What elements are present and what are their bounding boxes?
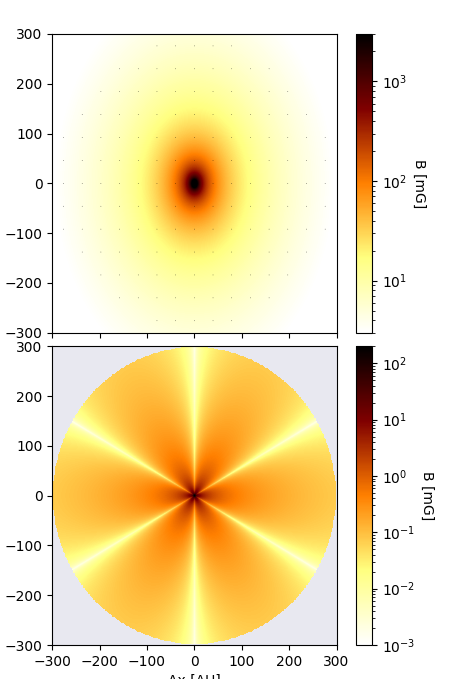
Y-axis label: B [mG]: B [mG] <box>420 471 435 520</box>
X-axis label: Δx [AU]: Δx [AU] <box>168 674 221 679</box>
Y-axis label: B [mG]: B [mG] <box>412 159 427 208</box>
